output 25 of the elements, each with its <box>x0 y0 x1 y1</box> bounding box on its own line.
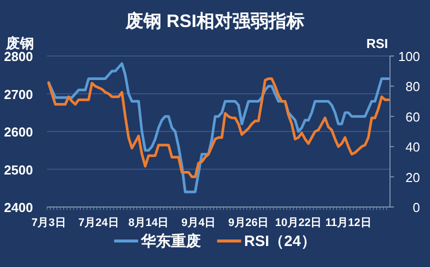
y2-axis-title: RSI <box>366 36 388 51</box>
y2-tick-label: 60 <box>406 109 420 124</box>
y2-tick-label: 0 <box>412 200 420 215</box>
y2-tick-label: 100 <box>398 49 420 64</box>
y-tick-label: 2400 <box>4 200 33 215</box>
legend-label: 华东重废 <box>140 232 202 250</box>
x-tick-label: 7月24日 <box>78 217 119 229</box>
y-tick-label: 2800 <box>4 49 33 64</box>
x-tick-label: 9月4日 <box>181 217 216 229</box>
y-tick-label: 2600 <box>4 124 33 140</box>
legend-label: RSI（24） <box>244 233 316 250</box>
x-tick-label: 11月12日 <box>325 217 372 229</box>
line-series <box>47 62 390 194</box>
y2-tick-label: 20 <box>406 170 420 185</box>
x-tick-label: 10月22日 <box>275 217 322 229</box>
line-series <box>47 77 390 178</box>
y2-tick-label: 40 <box>406 140 420 155</box>
y-axis-title: 废钢 <box>5 35 34 51</box>
x-tick-label: 9月26日 <box>228 217 269 229</box>
x-tick-label: 7月3日 <box>32 217 66 229</box>
chart-title: 废钢 RSI相对强弱指标 <box>124 11 305 31</box>
y-tick-label: 2700 <box>4 86 33 102</box>
x-tick-label: 8月14日 <box>128 217 169 229</box>
y-tick-label: 2500 <box>4 162 33 178</box>
y2-tick-label: 80 <box>406 79 420 94</box>
